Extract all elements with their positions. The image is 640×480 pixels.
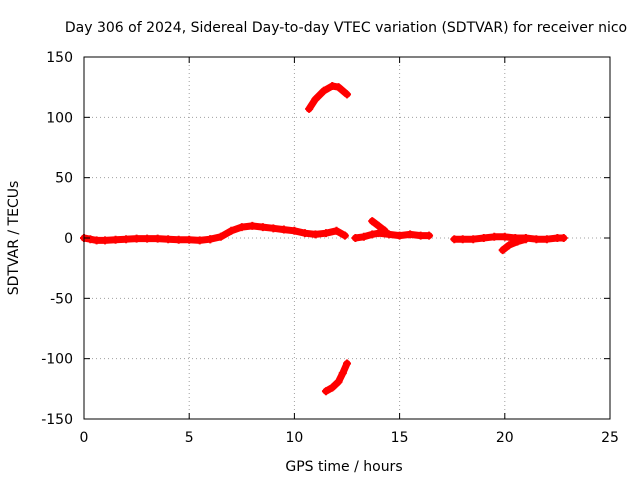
data-point (319, 86, 328, 95)
y-tick-label: -50 (50, 291, 73, 307)
data-point (542, 235, 551, 244)
x-tick-label: 0 (80, 430, 89, 446)
data-point (351, 234, 360, 242)
data-point (305, 104, 314, 113)
data-point (334, 377, 343, 386)
x-tick-label: 25 (601, 430, 619, 446)
data-point (328, 81, 337, 90)
data-point (195, 236, 204, 245)
data-point (385, 230, 394, 239)
data-point (505, 241, 514, 250)
data-point (143, 234, 152, 243)
data-point (380, 226, 389, 235)
data-point (343, 359, 351, 368)
x-tick-label: 10 (285, 430, 303, 446)
y-tick-label: -100 (41, 352, 73, 368)
data-point (248, 221, 257, 230)
data-point (185, 235, 194, 244)
data-point (359, 232, 368, 241)
data-point (338, 369, 347, 378)
data-point (258, 223, 267, 232)
data-point (321, 229, 330, 238)
data-point (237, 223, 246, 232)
axis-ticks: 0 5 10 15 20 25 150 100 50 0 -50 -100 -150 (41, 50, 619, 446)
y-tick-label: 0 (64, 231, 73, 247)
data-point (469, 235, 478, 244)
data-point (111, 235, 120, 244)
data-point (86, 235, 95, 244)
x-tick-label: 5 (185, 430, 194, 446)
data-point (368, 217, 377, 226)
data-point (343, 90, 351, 99)
y-tick-label: 50 (55, 171, 73, 187)
data-point (153, 234, 162, 243)
data-point (206, 235, 215, 244)
data-point (425, 231, 434, 240)
series-line-7 (305, 82, 351, 113)
x-tick-label: 15 (391, 430, 409, 446)
data-point (332, 226, 341, 235)
data-point (311, 95, 320, 104)
y-tick-label: 150 (46, 50, 73, 66)
data-point (521, 235, 530, 244)
x-axis-label: GPS time / hours (285, 459, 402, 475)
data-point (279, 225, 288, 234)
data-point (164, 235, 173, 244)
data-point (450, 235, 459, 244)
chart-title: Day 306 of 2024, Sidereal Day-to-day VTE… (65, 20, 627, 36)
data-point (321, 387, 330, 396)
data-point (374, 229, 383, 238)
y-tick-label: -150 (41, 412, 73, 428)
data-point (300, 229, 309, 238)
data-point (290, 226, 299, 235)
data-point (334, 83, 343, 92)
y-axis-label: SDTVAR / TECUs (6, 181, 22, 296)
data-point (269, 224, 278, 233)
x-tick-label: 20 (496, 430, 514, 446)
data-point (374, 221, 383, 230)
data-point (490, 232, 499, 241)
data-point (122, 235, 131, 244)
data-point (458, 235, 467, 244)
data-point (500, 232, 509, 241)
data-point (311, 230, 320, 239)
data-point (479, 234, 488, 242)
data-point (368, 230, 377, 239)
data-point (498, 246, 507, 255)
data-point (395, 231, 404, 240)
data-point (227, 226, 236, 235)
data-point (101, 236, 110, 245)
data-point (532, 235, 541, 244)
data-point (513, 237, 522, 246)
data-series (80, 81, 568, 396)
data-point (416, 231, 425, 240)
data-point (559, 234, 568, 242)
data-point (174, 235, 183, 244)
data-point (406, 230, 415, 239)
series-line-5 (499, 235, 530, 254)
y-tick-label: 100 (46, 110, 73, 126)
data-point (92, 236, 101, 245)
data-point (340, 231, 349, 240)
data-point (132, 234, 141, 243)
data-point (216, 232, 225, 241)
data-point (328, 383, 337, 392)
